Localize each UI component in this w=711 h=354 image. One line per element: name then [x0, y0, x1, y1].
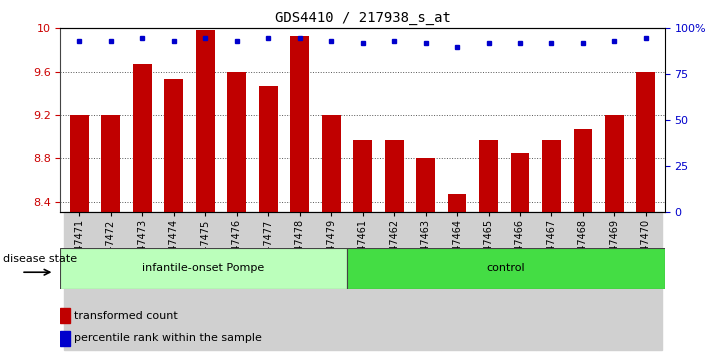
- Bar: [442, 212, 473, 350]
- Text: transformed count: transformed count: [74, 311, 178, 321]
- Bar: [347, 212, 378, 350]
- Bar: [316, 212, 347, 350]
- Bar: [158, 212, 190, 350]
- Bar: [385, 140, 404, 212]
- Text: control: control: [486, 263, 525, 273]
- Bar: [164, 79, 183, 212]
- Bar: [353, 140, 372, 212]
- Bar: [60, 308, 70, 323]
- Bar: [636, 72, 656, 212]
- Text: percentile rank within the sample: percentile rank within the sample: [74, 333, 262, 343]
- Bar: [574, 129, 592, 212]
- Bar: [630, 212, 662, 350]
- Text: disease state: disease state: [3, 254, 77, 264]
- Text: infantile-onset Pompe: infantile-onset Pompe: [142, 263, 264, 273]
- Bar: [63, 212, 95, 350]
- Bar: [190, 212, 221, 350]
- Bar: [196, 30, 215, 212]
- Bar: [70, 115, 89, 212]
- Bar: [95, 212, 127, 350]
- Bar: [347, 248, 665, 289]
- Bar: [127, 212, 158, 350]
- Bar: [599, 212, 630, 350]
- Bar: [504, 212, 535, 350]
- Bar: [321, 115, 341, 212]
- Bar: [410, 212, 442, 350]
- Bar: [60, 331, 70, 346]
- Bar: [252, 212, 284, 350]
- Bar: [416, 158, 435, 212]
- Bar: [473, 212, 504, 350]
- Bar: [448, 194, 466, 212]
- Title: GDS4410 / 217938_s_at: GDS4410 / 217938_s_at: [274, 11, 451, 24]
- Bar: [378, 212, 410, 350]
- Bar: [567, 212, 599, 350]
- Bar: [221, 212, 252, 350]
- Bar: [290, 36, 309, 212]
- Bar: [510, 153, 530, 212]
- Bar: [133, 64, 151, 212]
- Bar: [259, 86, 277, 212]
- Bar: [542, 140, 561, 212]
- Bar: [605, 115, 624, 212]
- Bar: [60, 248, 347, 289]
- Bar: [284, 212, 316, 350]
- Bar: [479, 140, 498, 212]
- Bar: [535, 212, 567, 350]
- Bar: [102, 115, 120, 212]
- Bar: [228, 72, 246, 212]
